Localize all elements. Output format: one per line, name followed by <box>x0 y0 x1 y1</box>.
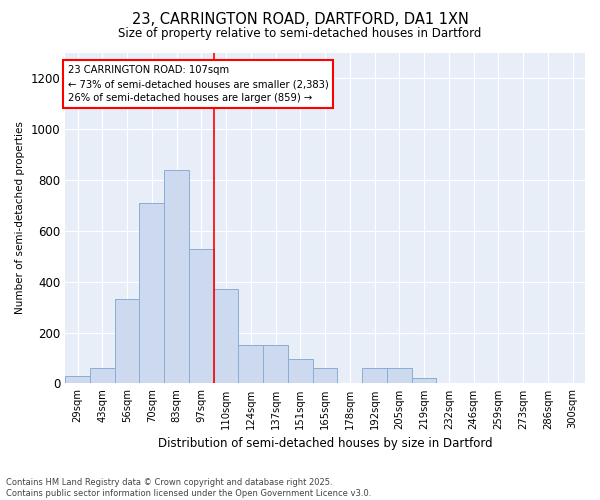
Bar <box>412 378 436 384</box>
Text: Size of property relative to semi-detached houses in Dartford: Size of property relative to semi-detach… <box>118 28 482 40</box>
Bar <box>313 368 337 384</box>
Text: 23 CARRINGTON ROAD: 107sqm
← 73% of semi-detached houses are smaller (2,383)
26%: 23 CARRINGTON ROAD: 107sqm ← 73% of semi… <box>68 65 328 103</box>
Text: 23, CARRINGTON ROAD, DARTFORD, DA1 1XN: 23, CARRINGTON ROAD, DARTFORD, DA1 1XN <box>131 12 469 28</box>
Bar <box>90 368 115 384</box>
Bar <box>164 170 189 384</box>
Bar <box>238 345 263 384</box>
Bar <box>362 368 387 384</box>
Bar <box>387 368 412 384</box>
Bar <box>214 289 238 384</box>
Bar <box>288 359 313 384</box>
Bar <box>139 202 164 384</box>
Bar <box>65 376 90 384</box>
Bar <box>115 300 139 384</box>
Bar <box>189 248 214 384</box>
X-axis label: Distribution of semi-detached houses by size in Dartford: Distribution of semi-detached houses by … <box>158 437 493 450</box>
Text: Contains HM Land Registry data © Crown copyright and database right 2025.
Contai: Contains HM Land Registry data © Crown c… <box>6 478 371 498</box>
Bar <box>263 345 288 384</box>
Y-axis label: Number of semi-detached properties: Number of semi-detached properties <box>15 122 25 314</box>
